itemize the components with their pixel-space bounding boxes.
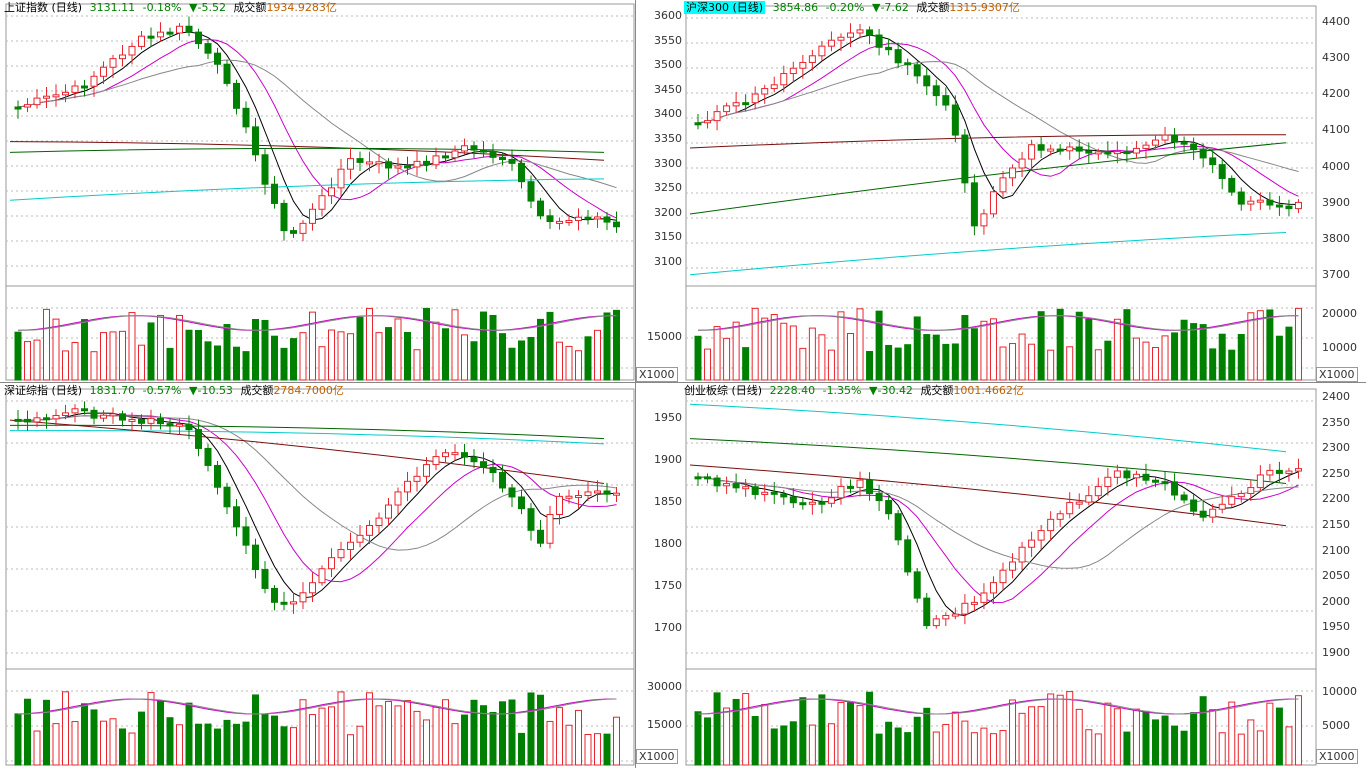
index-price: 1831.70 <box>89 384 136 397</box>
volume-tick-label: 30000 <box>647 680 682 693</box>
index-name: 上证指数 (日线) <box>4 1 83 14</box>
volume-tick-label: 10000 <box>1322 341 1357 354</box>
chart-sh-price <box>5 3 635 381</box>
axis-tick-label: 1700 <box>654 621 682 634</box>
axis-tick-label: 1850 <box>654 495 682 508</box>
index-name: 沪深300 (日线) <box>684 1 766 14</box>
panel-hs300[interactable]: 沪深300 (日线) 3854.86 -0.20% ▼-7.62 成交额1315… <box>636 0 1366 382</box>
axis-tick-label: 1750 <box>654 579 682 592</box>
header-hs300: 沪深300 (日线) 3854.86 -0.20% ▼-7.62 成交额1315… <box>684 0 1024 16</box>
volume-tick-label: 10000 <box>1322 685 1357 698</box>
index-price: 2228.40 <box>769 384 816 397</box>
turnover-amount: 1001.4662亿 <box>953 384 1024 397</box>
index-price: 3854.86 <box>772 1 819 14</box>
axis-tick-label: 3550 <box>654 33 682 47</box>
turnover-amount: 1315.9307亿 <box>949 1 1020 14</box>
axis-tick-label: 3100 <box>654 255 682 268</box>
volume-tick-label: 5000 <box>1322 719 1350 732</box>
axis-tick-label: 4300 <box>1322 51 1350 65</box>
axis-tick-label: 3600 <box>654 9 682 22</box>
axis-tick-label: 3250 <box>654 181 682 195</box>
axis-tick-label: 3800 <box>1322 231 1350 245</box>
axis-tick-label: 4000 <box>1322 159 1350 173</box>
panel-cyb-composite[interactable]: 创业板综 (日线) 2228.40 -1.35% ▼-30.42 成交额1001… <box>636 383 1366 768</box>
volume-tick-label: 20000 <box>1322 307 1357 320</box>
chart-cyb-price <box>685 388 1317 766</box>
left-price-axis: 3600 3550 3500 3450 3400 3350 3300 3250 3200 3150… <box>636 0 686 382</box>
axis-tick-label: 3200 <box>654 205 682 219</box>
axis-tick-label: 1800 <box>654 537 682 550</box>
axis-tick-label: 3350 <box>654 132 682 145</box>
index-name: 深证综指 (日线) <box>4 384 83 397</box>
axis-tick-label: 3400 <box>654 107 682 121</box>
index-change: ▼-7.62 <box>872 1 909 14</box>
axis-tick-label: 2250 <box>1322 466 1350 480</box>
turnover-amount: 1934.9283亿 <box>266 1 337 14</box>
chart-hs300-price <box>685 5 1317 381</box>
axis-tick-label: 3500 <box>654 58 682 72</box>
unit-label-right: X1000 <box>1316 367 1358 382</box>
axis-tick-label: 3150 <box>654 230 682 244</box>
turnover-label: 成交额 <box>233 1 267 14</box>
index-pct: -1.35% <box>822 384 862 397</box>
panel-sz-composite[interactable]: 深证综指 (日线) 1831.70 -0.57% ▼-10.53 成交额2784… <box>0 383 636 768</box>
left-price-axis: 1950 1900 1850 1800 1750 1700 30000 15000 <box>636 383 686 768</box>
panel-divider-vertical <box>635 0 636 768</box>
axis-tick-label: 2400 <box>1322 390 1350 403</box>
unit-label-left: X1000 <box>636 749 678 764</box>
axis-tick-label: 4200 <box>1322 87 1350 101</box>
axis-tick-label: 2000 <box>1322 594 1350 608</box>
index-change: ▼-5.52 <box>189 1 226 14</box>
axis-tick-label: 3300 <box>654 156 682 170</box>
volume-tick-label: 15000 <box>647 718 682 731</box>
right-price-axis: 2400 2350 2300 2250 2200 2150 2100 2050 2000 1950… <box>1316 383 1366 768</box>
axis-tick-label: 1950 <box>1322 620 1350 634</box>
turnover-label: 成交额 <box>916 1 950 14</box>
axis-tick-label: 2350 <box>1322 415 1350 429</box>
panel-divider-horizontal <box>0 382 1366 383</box>
axis-tick-label: 2150 <box>1322 518 1350 531</box>
index-name: 创业板综 (日线) <box>684 384 763 397</box>
axis-tick-label: 3450 <box>654 82 682 96</box>
index-pct: -0.57% <box>142 384 182 397</box>
axis-tick-label: 1900 <box>1322 646 1350 659</box>
axis-tick-label: 1900 <box>654 453 682 466</box>
index-pct: -0.18% <box>142 1 182 14</box>
header-sh: 上证指数 (日线) 3131.11 -0.18% ▼-5.52 成交额1934.… <box>4 0 341 16</box>
index-pct: -0.20% <box>825 1 865 14</box>
index-change: ▼-10.53 <box>189 384 233 397</box>
header-cyb: 创业板综 (日线) 2228.40 -1.35% ▼-30.42 成交额1001… <box>684 383 1028 399</box>
turnover-amount: 2784.7000亿 <box>273 384 344 397</box>
axis-tick-label: 4100 <box>1322 123 1350 137</box>
axis-tick-label: 4400 <box>1322 15 1350 28</box>
axis-tick-label: 3700 <box>1322 268 1350 281</box>
unit-label-right: X1000 <box>1316 749 1358 764</box>
turnover-label: 成交额 <box>920 384 954 397</box>
axis-tick-label: 2300 <box>1322 441 1350 455</box>
panel-sh-index[interactable]: 上证指数 (日线) 3131.11 -0.18% ▼-5.52 成交额1934.… <box>0 0 636 382</box>
axis-tick-label: 2200 <box>1322 492 1350 506</box>
axis-tick-label: 2050 <box>1322 569 1350 583</box>
index-price: 3131.11 <box>89 1 136 14</box>
right-price-axis: 4400 4300 4200 4100 4000 3900 3800 3700 20000 100… <box>1316 0 1366 382</box>
axis-tick-label: 1950 <box>654 411 682 424</box>
axis-tick-label: 2100 <box>1322 543 1350 557</box>
chart-sz-price <box>5 388 635 766</box>
volume-tick-label: 15000 <box>647 330 682 343</box>
header-sz: 深证综指 (日线) 1831.70 -0.57% ▼-10.53 成交额2784… <box>4 383 348 399</box>
axis-tick-label: 3900 <box>1322 195 1350 209</box>
index-change: ▼-30.42 <box>869 384 913 397</box>
turnover-label: 成交额 <box>240 384 274 397</box>
unit-label-left: X1000 <box>636 367 678 382</box>
